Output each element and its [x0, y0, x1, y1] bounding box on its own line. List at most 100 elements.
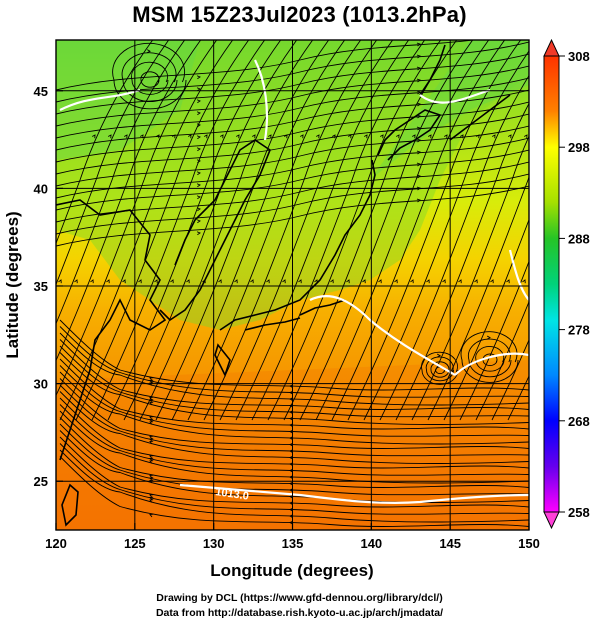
streamline: [140, 71, 160, 88]
streamline-arrow: [522, 279, 526, 284]
streamline-arrow: [410, 279, 414, 284]
streamline-arrow: [289, 462, 294, 467]
streamline-arrow: [196, 135, 201, 140]
streamline: [430, 361, 450, 378]
streamline-arrow: [416, 90, 421, 95]
streamline: [107, 40, 282, 421]
streamline: [59, 378, 529, 449]
streamline: [59, 430, 529, 503]
streamline-arrow: [91, 134, 96, 139]
streamline-arrow: [196, 231, 201, 236]
streamline-arrow: [234, 279, 238, 284]
streamline-arrow: [149, 460, 154, 464]
streamline-arrow: [149, 435, 154, 440]
colorbar-tick-label: 258: [568, 505, 590, 520]
streamline-arrow: [90, 279, 94, 284]
streamline-arrow: [416, 162, 421, 167]
streamline: [460, 331, 519, 383]
streamline: [56, 41, 529, 103]
streamline: [251, 40, 426, 421]
streamline: [56, 149, 529, 211]
streamline-arrow: [149, 382, 154, 386]
streamline: [56, 137, 529, 199]
y-axis-ticks: 25 30 35 40 45: [34, 84, 63, 489]
streamline-arrow: [196, 123, 201, 128]
streamlines: [56, 40, 575, 527]
streamline: [56, 125, 529, 187]
streamline-arrow: [416, 198, 421, 203]
streamline-arrow: [149, 440, 154, 445]
streamline: [59, 404, 529, 476]
x-tick-label: 145: [439, 536, 461, 551]
streamline: [459, 260, 529, 421]
streamline-arrow: [299, 134, 304, 139]
streamline: [56, 173, 529, 235]
streamline-arrow: [196, 183, 201, 188]
streamline-arrow: [170, 279, 174, 284]
streamline-arrow: [251, 134, 256, 139]
streamline: [235, 40, 410, 421]
streamline: [421, 351, 459, 385]
streamline-arrow: [196, 147, 201, 152]
streamline: [91, 40, 266, 421]
streamline-arrow: [149, 416, 154, 420]
streamline-arrow: [289, 455, 294, 460]
streamline: [475, 346, 505, 372]
streamline: [59, 410, 529, 484]
colorbar-tick-label: 268: [568, 414, 590, 429]
y-tick-label: 25: [34, 474, 48, 489]
streamline-arrow: [289, 436, 294, 441]
graticule: [56, 40, 529, 530]
streamline-arrow: [416, 54, 421, 59]
streamline-arrow: [289, 514, 294, 519]
x-axis-ticks: 120 125 130 135 140 145 150: [45, 523, 540, 551]
streamline-arrow: [107, 134, 112, 139]
streamline-arrow: [538, 280, 541, 283]
streamline-arrow: [196, 111, 201, 116]
streamline-arrow: [443, 134, 448, 139]
streamline-arrow: [267, 134, 272, 139]
streamline-arrow: [363, 134, 368, 139]
streamline-arrow: [218, 279, 222, 284]
streamline-arrow: [289, 481, 294, 486]
streamline-arrow: [196, 87, 201, 92]
streamline: [363, 50, 529, 421]
x-tick-label: 150: [518, 536, 540, 551]
streamline-arrow: [123, 134, 128, 139]
streamline: [203, 40, 378, 421]
colorbar: 308 298 288 278 268 258: [543, 38, 590, 530]
streamline: [56, 161, 529, 223]
streamline-arrow: [572, 135, 575, 138]
colorbar-tick-label: 278: [568, 323, 590, 338]
streamline: [56, 40, 218, 397]
streamline-arrow: [186, 279, 190, 284]
streamline-arrow: [416, 150, 421, 155]
streamline: [59, 40, 234, 421]
streamline-arrow: [196, 75, 201, 80]
streamline-arrow: [330, 279, 334, 284]
streamline: [171, 40, 346, 421]
streamline: [59, 456, 529, 527]
streamline-arrow: [289, 390, 294, 395]
streamline: [267, 40, 442, 421]
streamline-arrow: [149, 457, 154, 462]
credit-drawing: Drawing by DCL (https://www.gfd-dennou.o…: [156, 592, 443, 604]
pressure-contours: [59, 59, 529, 504]
streamline: [475, 300, 529, 421]
streamline-arrow: [458, 279, 462, 284]
streamline-arrow: [149, 396, 154, 401]
streamline: [56, 40, 186, 325]
streamline: [56, 40, 478, 91]
streamline: [59, 332, 529, 406]
streamline-arrow: [540, 135, 543, 138]
streamline-arrow: [187, 134, 192, 139]
streamline: [219, 40, 394, 421]
streamline-arrow: [289, 442, 294, 447]
contour-label: 1013.0: [215, 486, 250, 503]
streamline: [59, 449, 529, 523]
streamline-arrow: [149, 499, 154, 503]
x-tick-label: 140: [360, 536, 382, 551]
streamline-arrow: [219, 134, 224, 139]
streamline-arrow: [149, 513, 154, 518]
streamline-arrow: [74, 279, 78, 284]
